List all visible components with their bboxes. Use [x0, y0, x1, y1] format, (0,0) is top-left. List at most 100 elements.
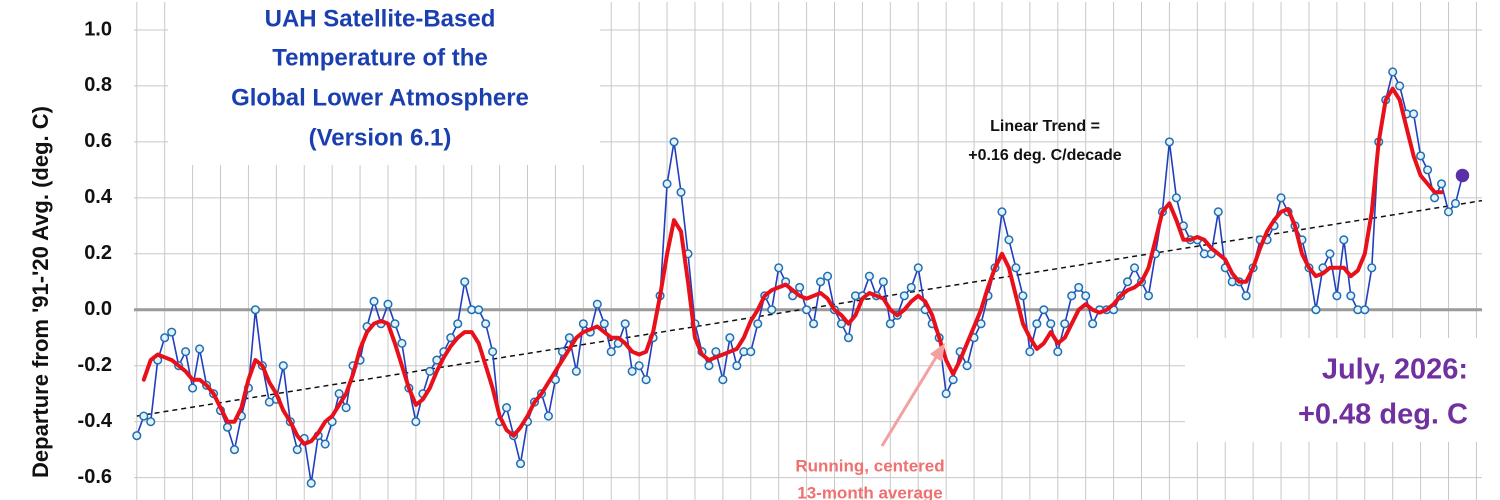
y-tick-label: -0.6	[78, 466, 112, 488]
anomaly-point	[718, 375, 728, 385]
anomaly-point	[564, 333, 574, 343]
trend-label: +0.16 deg. C/decade	[968, 147, 1122, 164]
anomaly-point	[641, 375, 651, 385]
anomaly-point	[899, 291, 909, 301]
mean-label: Running, centered	[795, 456, 944, 475]
anomaly-point	[1129, 263, 1140, 273]
anomaly-point	[1164, 137, 1174, 147]
latest-label: +0.48 deg. C	[1298, 399, 1468, 431]
anomaly-point	[948, 375, 958, 385]
anomaly-point	[997, 207, 1007, 217]
anomaly-point	[460, 277, 470, 287]
anomaly-point	[188, 383, 198, 393]
mean-arrow	[880, 353, 940, 447]
anomaly-point	[1423, 165, 1433, 175]
anomaly-point	[809, 319, 819, 329]
anomaly-point	[627, 366, 637, 376]
anomaly-point	[411, 417, 421, 427]
anomaly-point	[1032, 319, 1042, 329]
anomaly-point	[774, 263, 784, 273]
y-tick-label: 0.0	[84, 298, 112, 320]
anomaly-point	[1143, 291, 1154, 301]
anomaly-point	[446, 333, 456, 343]
anomaly-point	[843, 333, 854, 343]
title-box	[168, 0, 600, 165]
anomaly-point	[1074, 282, 1084, 292]
anomaly-point	[250, 305, 260, 315]
anomaly-point	[571, 366, 581, 376]
anomaly-point	[1039, 305, 1049, 315]
anomaly-point	[1241, 291, 1251, 301]
anomaly-point	[195, 344, 205, 354]
data-layer	[132, 67, 1470, 488]
anomaly-point	[453, 319, 463, 329]
latest-point	[1455, 168, 1470, 183]
anomaly-point	[732, 361, 742, 371]
anomaly-point	[962, 361, 972, 371]
anomaly-point	[1325, 249, 1335, 259]
chart-title: UAH Satellite-Based	[265, 5, 496, 32]
anomaly-point	[1046, 319, 1056, 329]
anomaly-point	[634, 361, 644, 371]
y-axis-label: Departure from '91-'20 Avg. (deg. C)	[28, 106, 53, 478]
anomaly-point	[1367, 263, 1377, 273]
anomaly-point	[1395, 81, 1405, 91]
anomaly-point	[1311, 305, 1321, 315]
anomaly-point	[1430, 193, 1440, 203]
anomaly-point	[1018, 291, 1028, 301]
anomaly-point	[278, 361, 288, 371]
anomaly-point	[1123, 277, 1133, 287]
anomaly-point	[1332, 291, 1342, 301]
y-tick-label: -0.4	[78, 410, 113, 432]
anomaly-point	[676, 187, 686, 197]
anomaly-point	[1011, 263, 1021, 273]
chart-title: Global Lower Atmosphere	[231, 84, 529, 111]
anomaly-point	[334, 389, 344, 399]
y-tick-label: 0.4	[84, 186, 113, 208]
anomaly-point	[320, 439, 330, 449]
chart-title: (Version 6.1)	[309, 124, 452, 151]
anomaly-point	[599, 319, 609, 329]
anomaly-point	[864, 271, 874, 281]
anomaly-point	[1053, 347, 1063, 357]
anomaly-point	[1060, 319, 1070, 329]
running-mean-line	[141, 86, 1444, 446]
anomaly-point	[753, 319, 763, 329]
anomaly-point	[662, 179, 672, 189]
anomaly-point	[481, 319, 491, 329]
anomaly-point	[132, 431, 142, 441]
anomaly-point	[1436, 179, 1447, 189]
anomaly-point	[306, 478, 316, 488]
anomaly-point	[836, 319, 847, 329]
anomaly-point	[1450, 198, 1461, 208]
anomaly-point	[1213, 207, 1223, 217]
anomaly-point	[515, 459, 526, 469]
anomaly-point	[592, 299, 602, 309]
anomaly-point	[913, 263, 923, 273]
latest-label: July, 2026:	[1322, 354, 1468, 386]
anomaly-point	[1339, 235, 1349, 245]
anomaly-point	[1416, 151, 1426, 161]
anomaly-point	[1276, 193, 1286, 203]
anomaly-point	[822, 271, 833, 281]
anomaly-point	[390, 319, 400, 329]
anomaly-point	[229, 445, 240, 455]
anomaly-point	[578, 319, 588, 329]
latest-box	[1185, 338, 1482, 442]
anomaly-point	[1346, 291, 1356, 301]
anomaly-point	[1388, 67, 1398, 77]
anomaly-point	[941, 389, 951, 399]
anomaly-point	[1025, 347, 1035, 357]
y-tick-label: -0.2	[78, 354, 112, 376]
anomaly-point	[1004, 235, 1014, 245]
anomaly-point	[802, 305, 812, 315]
anomaly-point	[725, 333, 735, 343]
anomaly-point	[669, 137, 679, 147]
anomaly-point	[167, 327, 177, 337]
anomaly-point	[885, 319, 895, 329]
anomaly-point	[488, 347, 498, 357]
anomaly-point	[222, 422, 233, 432]
anomaly-point	[1360, 305, 1370, 315]
anomaly-point	[767, 305, 777, 315]
y-tick-label: 1.0	[84, 18, 112, 40]
